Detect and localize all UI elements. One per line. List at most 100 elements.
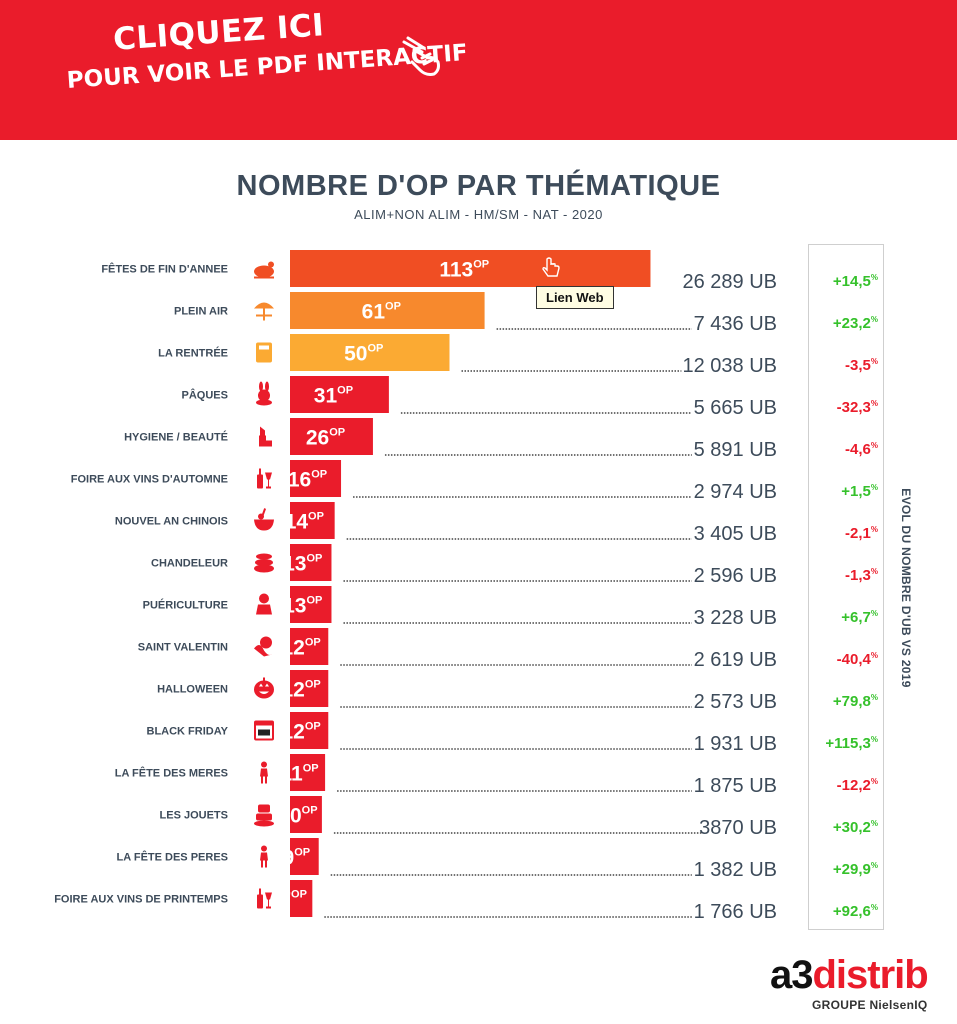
bar-value-label: 9OP	[283, 847, 311, 870]
bar	[290, 460, 342, 497]
evolution-label: +29,9%	[833, 861, 878, 878]
ub-value-label: 2 596 UB	[694, 565, 777, 587]
bar	[290, 670, 329, 707]
bar	[290, 712, 329, 749]
evolution-label: -1,3%	[845, 567, 878, 584]
bar-value-label: 113OP	[439, 259, 489, 282]
evolution-label: +14,5%	[833, 273, 878, 290]
category-label: LA FÊTE DES MERES	[115, 767, 228, 780]
calculator-icon	[256, 342, 272, 363]
bar-value-label: 11OP	[280, 763, 318, 786]
ub-value-label: 1 382 UB	[694, 859, 777, 881]
parasol-icon	[254, 302, 274, 321]
category-label: CHANDELEUR	[151, 558, 228, 570]
pointing-hand-icon[interactable]	[400, 32, 446, 78]
bar	[290, 880, 313, 917]
father-figure-icon	[260, 845, 268, 868]
evolution-label: -12,2%	[837, 777, 878, 794]
bar-value-label: 13OP	[283, 553, 322, 576]
ub-value-label: 3 228 UB	[694, 607, 777, 629]
ub-value-label: 1 931 UB	[694, 733, 777, 755]
wine-icon	[257, 468, 272, 489]
bar	[290, 754, 326, 791]
crepes-icon	[254, 553, 274, 573]
bar-value-label: 12OP	[282, 721, 321, 744]
ub-value-label: 2 619 UB	[694, 649, 777, 671]
bar-value-label: 16OP	[288, 469, 327, 492]
evolution-label: +79,8%	[833, 693, 878, 710]
category-label: LES JOUETS	[160, 810, 228, 822]
evolution-label: -40,4%	[837, 651, 878, 668]
black-friday-calendar-icon	[254, 720, 274, 741]
cupid-icon	[254, 636, 272, 657]
category-label: LA RENTRÉE	[158, 347, 228, 360]
chart-title: NOMBRE D'OP PAR THÉMATIQUE	[236, 170, 721, 202]
wine-icon	[257, 888, 272, 909]
bar	[290, 502, 335, 539]
category-label: HYGIENE / BEAUTÉ	[124, 431, 228, 444]
bar	[290, 586, 332, 623]
evolution-label: -32,3%	[837, 399, 878, 416]
evolution-label: +23,2%	[833, 315, 878, 332]
category-label: FOIRE AUX VINS D'AUTOMNE	[71, 474, 228, 486]
category-label: PLEIN AIR	[174, 306, 228, 318]
category-label: NOUVEL AN CHINOIS	[115, 516, 228, 528]
bar-value-label: 50OP	[344, 343, 383, 366]
evolution-label: +92,6%	[833, 903, 878, 920]
category-label: FÊTES DE FIN D'ANNEE	[101, 263, 228, 276]
evolution-label: +1,5%	[841, 483, 878, 500]
bar-value-label: 26OP	[306, 427, 345, 450]
mother-figure-icon	[260, 761, 268, 784]
evolution-label: +115,3%	[825, 735, 878, 752]
bar	[290, 796, 322, 833]
hand-cursor-icon	[542, 257, 560, 277]
evolution-label: -4,6%	[845, 441, 878, 458]
bar-value-label: 14OP	[285, 511, 324, 534]
baby-icon	[256, 593, 272, 615]
a3distrib-logo: a3distrib	[770, 953, 929, 997]
category-label: PÂQUES	[182, 389, 228, 402]
bar	[290, 628, 329, 665]
evolution-label: -2,1%	[845, 525, 878, 542]
bar-value-label: 7OP	[279, 889, 307, 912]
chart-subtitle: ALIM+NON ALIM - HM/SM - NAT - 2020	[354, 207, 603, 222]
evolution-label: +30,2%	[833, 819, 878, 836]
evolution-label: -3,5%	[845, 357, 878, 374]
bar	[290, 292, 485, 329]
ub-value-label: 5 891 UB	[694, 439, 777, 461]
bowl-icon	[254, 508, 274, 531]
ub-value-label: 3870 UB	[699, 817, 777, 839]
bar	[290, 418, 373, 455]
robot-toy-icon	[254, 804, 274, 827]
ub-value-label: 1 875 UB	[694, 775, 777, 797]
bar	[290, 544, 332, 581]
ub-value-label: 2 974 UB	[694, 481, 777, 503]
bar-value-label: 12OP	[282, 637, 321, 660]
category-label: HALLOWEEN	[157, 684, 228, 696]
bar-value-label: 10OP	[278, 805, 317, 828]
bar	[290, 376, 389, 413]
bar	[290, 838, 319, 875]
logo-subtitle: GROUPE NielsenIQ	[812, 998, 928, 1012]
category-label: BLACK FRIDAY	[147, 726, 229, 738]
category-label: FOIRE AUX VINS DE PRINTEMPS	[54, 894, 228, 906]
bar-value-label: 13OP	[283, 595, 322, 618]
ub-value-label: 7 436 UB	[694, 313, 777, 335]
easter-bunny-icon	[256, 381, 272, 406]
ub-value-label: 26 289 UB	[682, 271, 777, 293]
web-link-tooltip[interactable]: Lien Web	[536, 286, 614, 309]
pumpkin-icon	[254, 677, 274, 699]
ub-value-label: 2 573 UB	[694, 691, 777, 713]
ub-value-label: 5 665 UB	[694, 397, 777, 419]
ub-value-label: 12 038 UB	[682, 355, 777, 377]
ub-value-label: 3 405 UB	[694, 523, 777, 545]
bar	[290, 250, 651, 287]
bar-value-label: 61OP	[362, 301, 401, 324]
category-label: LA FÊTE DES PERES	[117, 851, 228, 864]
banner[interactable]: CLIQUEZ ICI POUR VOIR LE PDF INTERACTIF	[0, 0, 957, 140]
turkey-icon	[254, 261, 274, 279]
evolution-column-box	[808, 244, 884, 930]
bar-value-label: 12OP	[282, 679, 321, 702]
ub-value-label: 1 766 UB	[694, 901, 777, 923]
